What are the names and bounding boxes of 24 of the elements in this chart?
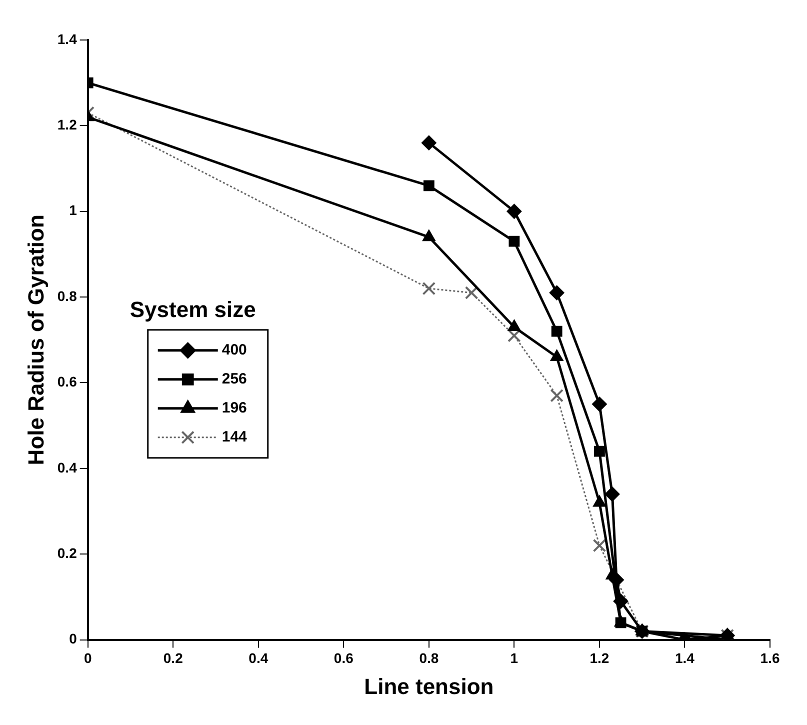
y-tick-label: 0 <box>69 630 78 647</box>
y-tick-label: 0.2 <box>57 544 78 561</box>
legend-title: System size <box>130 296 256 322</box>
x-tick-label: 1.6 <box>760 650 780 666</box>
y-tick-label: 1 <box>69 202 78 218</box>
x-tick-label: 0 <box>84 650 92 666</box>
x-tick-label: 1.4 <box>675 650 695 666</box>
x-tick-label: 1 <box>510 650 518 666</box>
y-tick-label: 0.4 <box>57 459 78 476</box>
y-tick-label: 0.8 <box>57 288 78 304</box>
legend-label: 256 <box>222 370 247 388</box>
x-axis-title: Line tension <box>364 674 494 699</box>
x-tick-label: 1.2 <box>590 650 610 666</box>
legend-label: 400 <box>222 342 247 359</box>
x-tick-label: 0.2 <box>163 650 184 666</box>
legend-label: 196 <box>222 400 247 417</box>
y-axis-title: Hole Radius of Gyration <box>23 214 48 466</box>
legend-label: 144 <box>222 428 248 446</box>
y-tick-label: 1.4 <box>57 30 78 47</box>
x-tick-label: 0.4 <box>248 650 268 666</box>
y-tick-label: 0.6 <box>57 374 78 390</box>
x-tick-label: 0.8 <box>419 650 439 666</box>
x-tick-label: 0.6 <box>334 650 354 666</box>
y-tick-label: 1.2 <box>57 116 78 133</box>
